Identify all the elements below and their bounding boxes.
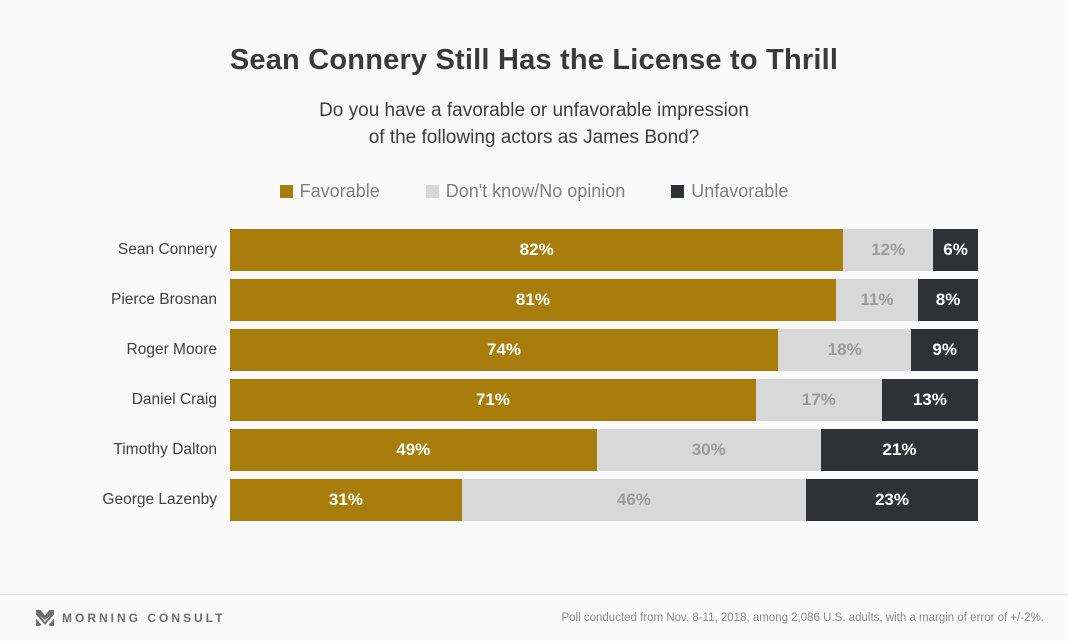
bar-track: 74% 18% 9% <box>230 329 978 371</box>
bar-segment: 8% <box>918 279 978 321</box>
bar-track: 49% 30% 21% <box>230 429 978 471</box>
row-label: Sean Connery <box>117 241 217 258</box>
subtitle-line-2: of the following actors as James Bond? <box>368 127 700 148</box>
chart-row: Daniel Craig 71% 17% 13% <box>0 379 978 421</box>
bar-segment: 71% <box>230 379 756 421</box>
bar-segment: 30% <box>596 429 821 471</box>
chart-row: Timothy Dalton 49% 30% 21% <box>0 429 978 471</box>
stacked-bar-chart: Sean Connery 82% 12% 6% Pierce Brosnan 81% 11%… <box>0 229 1068 521</box>
chart-subtitle: Do you have a favorable or unfavorable i… <box>0 97 1068 151</box>
bar-segment: 49% <box>230 429 597 471</box>
legend-swatch-icon <box>425 185 439 198</box>
bar-segment: 23% <box>805 479 978 521</box>
bar-segment: 6% <box>933 229 978 271</box>
chart-row: Roger Moore 74% 18% 9% <box>0 329 978 371</box>
legend-swatch-icon <box>671 185 685 198</box>
legend-item-2: Don't know/No opinion <box>425 181 626 202</box>
row-label: Roger Moore <box>126 341 217 358</box>
page-title: Sean Connery Still Has the License to Th… <box>229 44 839 76</box>
legend-label: Unfavorable <box>691 181 789 201</box>
subtitle-line-1: Do you have a favorable or unfavorable i… <box>319 100 749 121</box>
bar-segment: 82% <box>230 229 844 271</box>
bar-segment: 11% <box>835 279 919 321</box>
legend-label: Don't know/No opinion <box>445 181 626 201</box>
legend-item-3: Unfavorable <box>671 181 788 202</box>
chart-row: George Lazenby 31% 46% 23% <box>0 479 978 521</box>
chart-page: Sean Connery Still Has the License to Th… <box>0 44 1068 521</box>
brand-logo: MORNING CONSULT <box>36 610 225 626</box>
bar-track: 31% 46% 23% <box>230 479 978 521</box>
poll-methodology-note: Poll conducted from Nov. 8-11, 2018, amo… <box>561 612 1044 624</box>
row-label: George Lazenby <box>102 491 217 508</box>
bar-segment: 18% <box>778 329 912 371</box>
bar-segment: 17% <box>755 379 882 421</box>
row-label: Timothy Dalton <box>113 441 217 458</box>
bar-track: 71% 17% 13% <box>230 379 978 421</box>
bar-segment: 21% <box>820 429 978 471</box>
brand-name: MORNING CONSULT <box>62 611 226 625</box>
bar-segment: 12% <box>843 229 934 271</box>
legend-item-1: Favorable <box>279 181 380 202</box>
bar-segment: 13% <box>881 379 978 421</box>
legend-label: Favorable <box>299 181 380 201</box>
footer: MORNING CONSULT Poll conducted from Nov.… <box>0 594 1068 641</box>
bar-segment: 74% <box>230 329 779 371</box>
bar-track: 82% 12% 6% <box>230 229 978 271</box>
row-label: Daniel Craig <box>131 391 217 408</box>
bar-track: 81% 11% 8% <box>230 279 978 321</box>
row-label: Pierce Brosnan <box>111 291 217 308</box>
bar-segment: 31% <box>230 479 462 521</box>
chart-row: Sean Connery 82% 12% 6% <box>0 229 978 271</box>
bar-segment: 46% <box>461 479 806 521</box>
morning-consult-logo-icon <box>36 610 54 626</box>
bar-segment: 9% <box>911 329 978 371</box>
legend-swatch-icon <box>279 185 293 198</box>
chart-row: Pierce Brosnan 81% 11% 8% <box>0 279 978 321</box>
chart-legend: Favorable Don't know/No opinion Unfavorabl… <box>0 181 1068 202</box>
bar-segment: 81% <box>230 279 836 321</box>
